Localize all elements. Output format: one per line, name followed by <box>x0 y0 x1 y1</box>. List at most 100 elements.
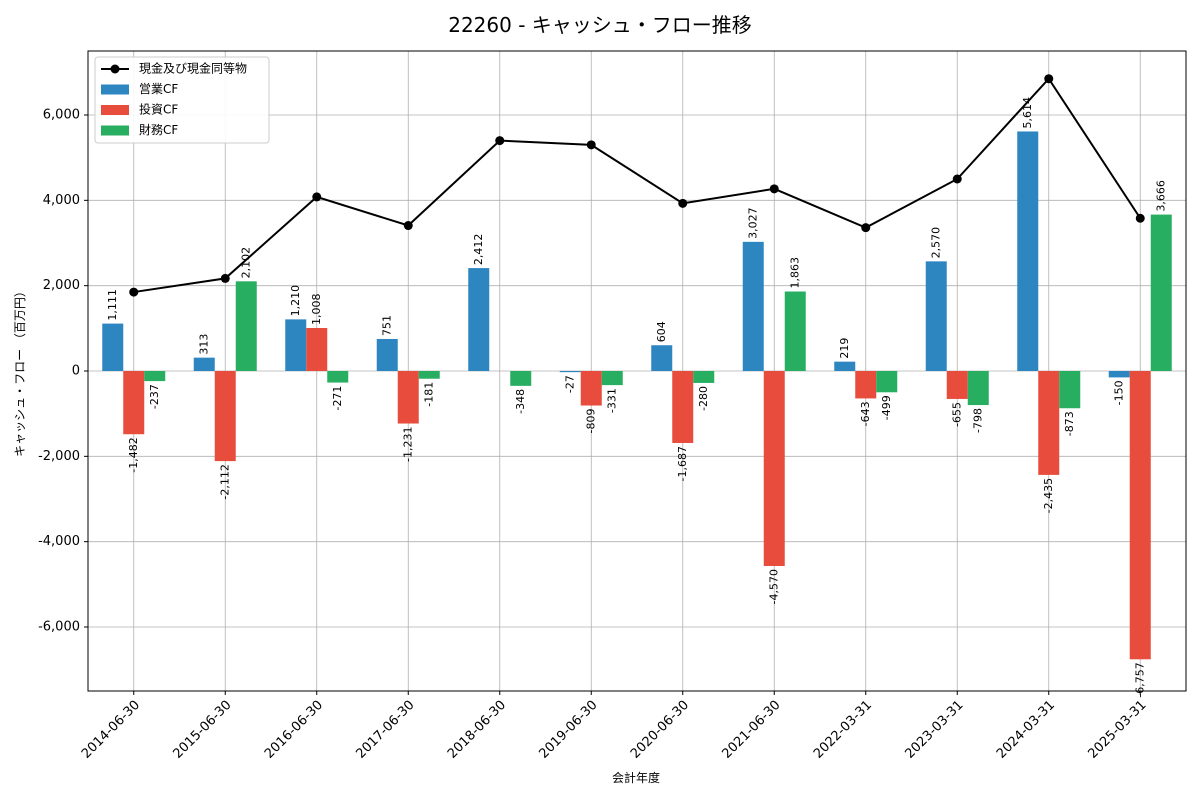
bar-財務CF <box>419 371 440 379</box>
bar-投資CF <box>306 328 327 371</box>
bar-value-label: 3,666 <box>1154 180 1167 212</box>
bar-value-label: 2,570 <box>929 227 942 259</box>
x-tick-label: 2021-06-30 <box>720 698 784 762</box>
cash-equivalents-point <box>221 274 230 283</box>
bar-営業CF <box>743 242 764 371</box>
y-tick-label: 2,000 <box>43 278 80 293</box>
bar-財務CF <box>785 292 806 371</box>
bar-value-label: -809 <box>584 409 597 434</box>
legend-marker-swatch <box>111 65 120 74</box>
bar-財務CF <box>1059 371 1080 408</box>
bar-value-label: -873 <box>1063 411 1076 436</box>
cash-equivalents-point <box>861 223 870 232</box>
bar-value-label: 751 <box>380 315 393 336</box>
bar-value-label: -798 <box>971 408 984 433</box>
x-tick-label: 2025-03-31 <box>1086 698 1150 762</box>
bar-value-label: -27 <box>563 375 576 393</box>
cash-equivalents-point <box>587 140 596 149</box>
bar-財務CF <box>876 371 897 392</box>
cash-equivalents-point <box>495 136 504 145</box>
bar-投資CF <box>581 371 602 406</box>
bar-value-label: 1,111 <box>106 289 119 321</box>
bar-value-label: -2,435 <box>1042 478 1055 513</box>
cash-equivalents-point <box>1136 214 1145 223</box>
bar-value-label: -4,570 <box>767 569 780 604</box>
bar-営業CF <box>102 324 123 371</box>
bar-営業CF <box>194 358 215 371</box>
legend-label: 営業CF <box>139 82 178 96</box>
cash-equivalents-point <box>404 221 413 230</box>
bar-営業CF <box>651 345 672 371</box>
y-tick-label: 0 <box>72 364 80 379</box>
bar-営業CF <box>560 371 581 372</box>
bar-財務CF <box>510 371 531 386</box>
bar-財務CF <box>693 371 714 383</box>
y-tick-label: 4,000 <box>43 193 80 208</box>
bar-value-label: -499 <box>880 395 893 420</box>
legend-bar-swatch <box>101 126 129 136</box>
y-axis-label: キャッシュ・フロー （百万円） <box>13 285 27 457</box>
bar-投資CF <box>123 371 144 434</box>
x-tick-label: 2019-06-30 <box>537 698 601 762</box>
legend-label: 現金及び現金同等物 <box>139 61 247 76</box>
x-tick-label: 2015-06-30 <box>171 698 235 762</box>
bar-財務CF <box>144 371 165 381</box>
bar-財務CF <box>968 371 989 405</box>
bar-value-label: -348 <box>514 389 527 414</box>
bar-投資CF <box>672 371 693 443</box>
x-tick-label: 2023-03-31 <box>903 698 967 762</box>
x-tick-label: 2020-06-30 <box>628 698 692 762</box>
bar-営業CF <box>285 319 306 371</box>
bar-value-label: -1,482 <box>127 437 140 472</box>
bar-value-label: -150 <box>1112 380 1125 405</box>
bar-value-label: -237 <box>148 384 161 409</box>
bar-value-label: 604 <box>655 321 668 342</box>
cash-equivalents-point <box>678 199 687 208</box>
bar-value-label: 5,614 <box>1021 97 1034 129</box>
labels-layer: 1,1113131,2107512,412-276043,0272192,570… <box>106 97 1168 698</box>
bar-value-label: -181 <box>422 382 435 407</box>
bar-value-label: -643 <box>859 401 872 426</box>
bar-value-label: -1,231 <box>401 427 414 462</box>
bar-value-label: 2,102 <box>239 247 252 279</box>
bar-財務CF <box>602 371 623 385</box>
bar-営業CF <box>468 268 489 371</box>
bar-営業CF <box>926 261 947 371</box>
bar-value-label: 3,027 <box>746 207 759 239</box>
bar-value-label: -1,687 <box>676 446 689 481</box>
cash-equivalents-point <box>312 192 321 201</box>
cash-equivalents-line <box>134 79 1141 292</box>
x-tick-label: 2018-06-30 <box>445 698 509 762</box>
y-tick-label: -2,000 <box>38 449 80 464</box>
bar-value-label: 1,210 <box>289 285 302 317</box>
bar-value-label: -2,112 <box>218 464 231 499</box>
cash-equivalents-point <box>1044 74 1053 83</box>
bar-財務CF <box>236 281 257 371</box>
y-tick-label: -4,000 <box>38 534 80 549</box>
x-tick-label: 2024-03-31 <box>994 698 1058 762</box>
x-axis-label: 会計年度 <box>612 770 660 785</box>
x-tick-label: 2017-06-30 <box>354 698 418 762</box>
bar-value-label: -280 <box>697 386 710 411</box>
bar-投資CF <box>1130 371 1151 659</box>
legend-bar-swatch <box>101 105 129 115</box>
line-layer <box>129 74 1145 296</box>
x-tick-label: 2022-03-31 <box>811 698 875 762</box>
bar-営業CF <box>1109 371 1130 377</box>
bar-営業CF <box>1017 131 1038 371</box>
y-tick-label: 6,000 <box>43 108 80 123</box>
bars-layer <box>102 131 1172 659</box>
bar-value-label: -655 <box>950 402 963 427</box>
cash-equivalents-point <box>129 288 138 297</box>
cash-equivalents-point <box>770 184 779 193</box>
legend-label: 投資CF <box>139 102 178 117</box>
legend-bar-swatch <box>101 85 129 95</box>
bar-投資CF <box>855 371 876 398</box>
bar-value-label: -271 <box>331 386 344 411</box>
bar-投資CF <box>947 371 968 399</box>
y-tick-label: -6,000 <box>38 620 80 635</box>
legend-label: 財務CF <box>139 122 178 137</box>
